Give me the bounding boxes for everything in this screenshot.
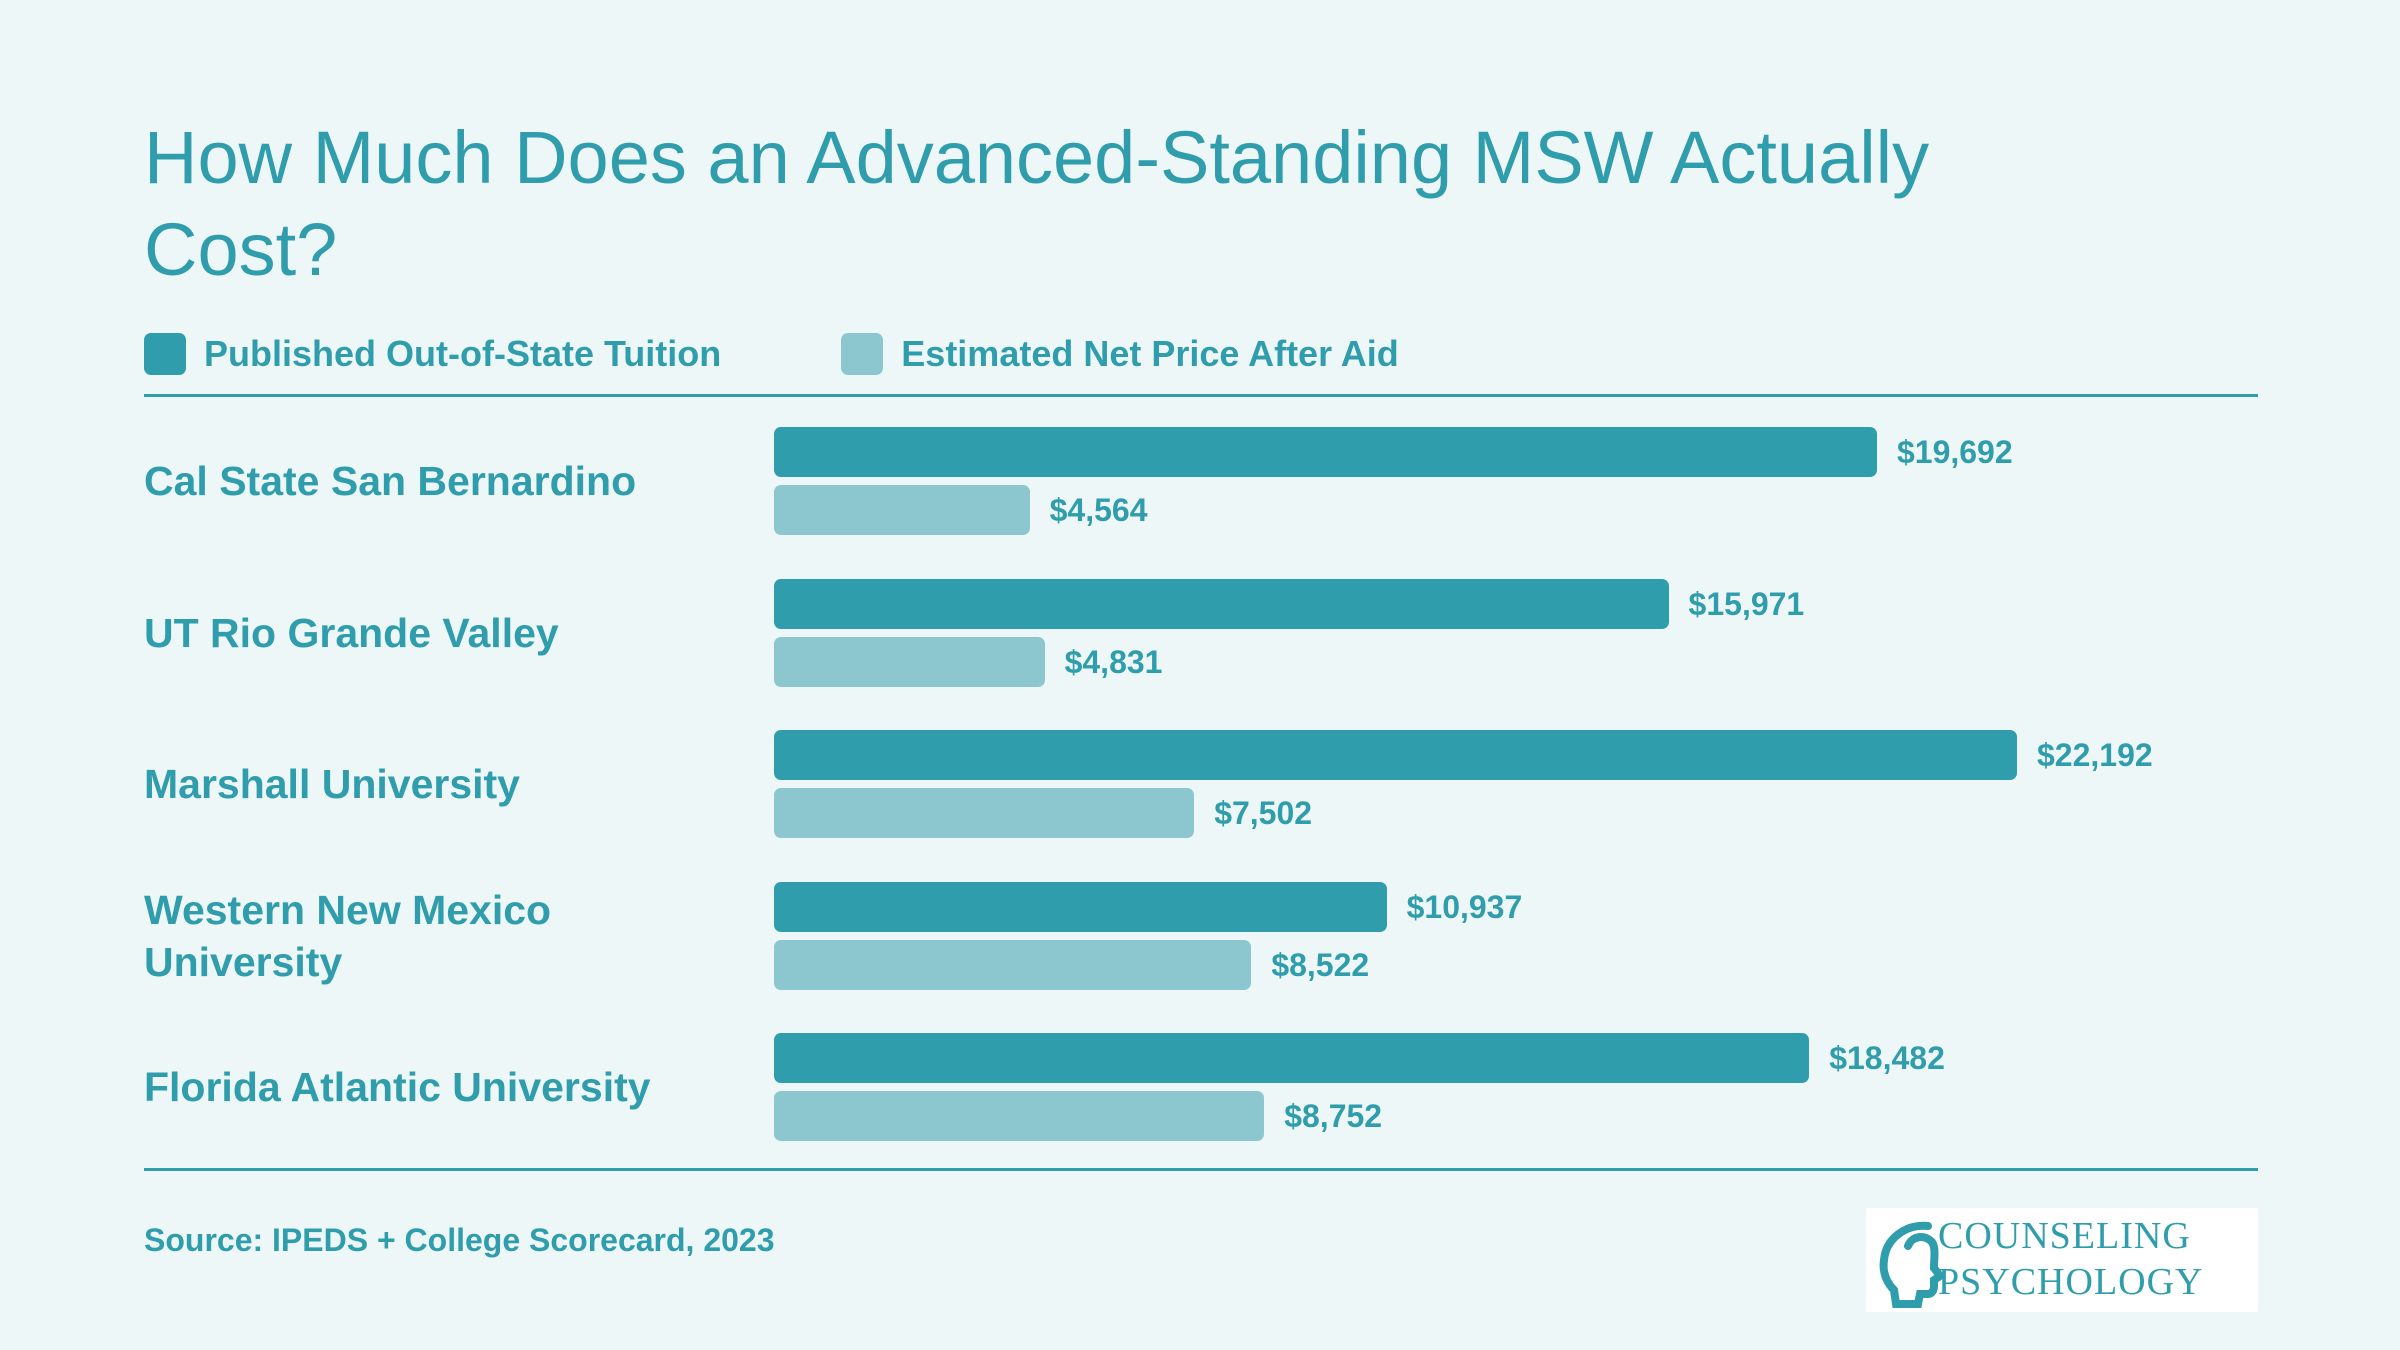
legend-swatch-published [144,333,186,375]
bar-published [774,730,2017,780]
bar-net [774,939,1252,990]
bar-published [774,1033,1810,1083]
legend-label-net: Estimated Net Price After Aid [901,333,1399,374]
top-divider [144,394,2258,397]
bar-published [774,427,1877,477]
bar-value-label: $4,564 [1049,492,1148,528]
bar-net [774,788,1195,838]
bar-value-label: $4,831 [1064,643,1163,680]
head-profile-icon [1879,1221,1946,1308]
bottom-divider [144,1168,2258,1171]
logo-line-2: PSYCHOLOGY [1938,1261,2204,1303]
counseling-psychology-logo: COUNSELING PSYCHOLOGY [1866,1208,2258,1312]
bar-net [774,485,1030,535]
legend-label-published: Published Out-of-State Tuition [204,333,722,374]
bar-published [774,881,1387,932]
bar-value-label: $8,522 [1271,946,1370,983]
legend-swatch-net [841,333,884,375]
bar-value-label: $15,971 [1688,585,1805,622]
source-note: Source: IPEDS + College Scorecard, 2023 [144,1222,775,1258]
legend-item-published: Published Out-of-State Tuition [144,333,721,375]
legend: Published Out-of-State Tuition Estimated… [144,330,1519,378]
bar-value-label: $22,192 [2037,737,2153,773]
bar-value-label: $10,937 [1406,888,1523,925]
category-label: UT Rio Grande Valley [144,609,559,656]
bar-value-label: $18,482 [1829,1040,1945,1076]
category-label: Marshall University [144,761,520,807]
legend-item-net: Estimated Net Price After Aid [841,333,1399,375]
bar-value-label: $7,502 [1214,795,1313,831]
bar-published [774,578,1669,629]
category-label: Cal State San Bernardino [144,458,637,504]
bar-value-label: $19,692 [1896,434,2013,470]
bar-net [774,1091,1265,1141]
bar-value-label: $8,752 [1284,1098,1383,1134]
category-label: Western New Mexico University [144,886,552,985]
chart-title: How Much Does an Advanced-Standing MSW A… [144,116,1930,291]
bar-net [774,636,1045,687]
category-label: Florida Atlantic University [144,1064,651,1110]
logo-line-1: COUNSELING [1938,1215,2191,1257]
